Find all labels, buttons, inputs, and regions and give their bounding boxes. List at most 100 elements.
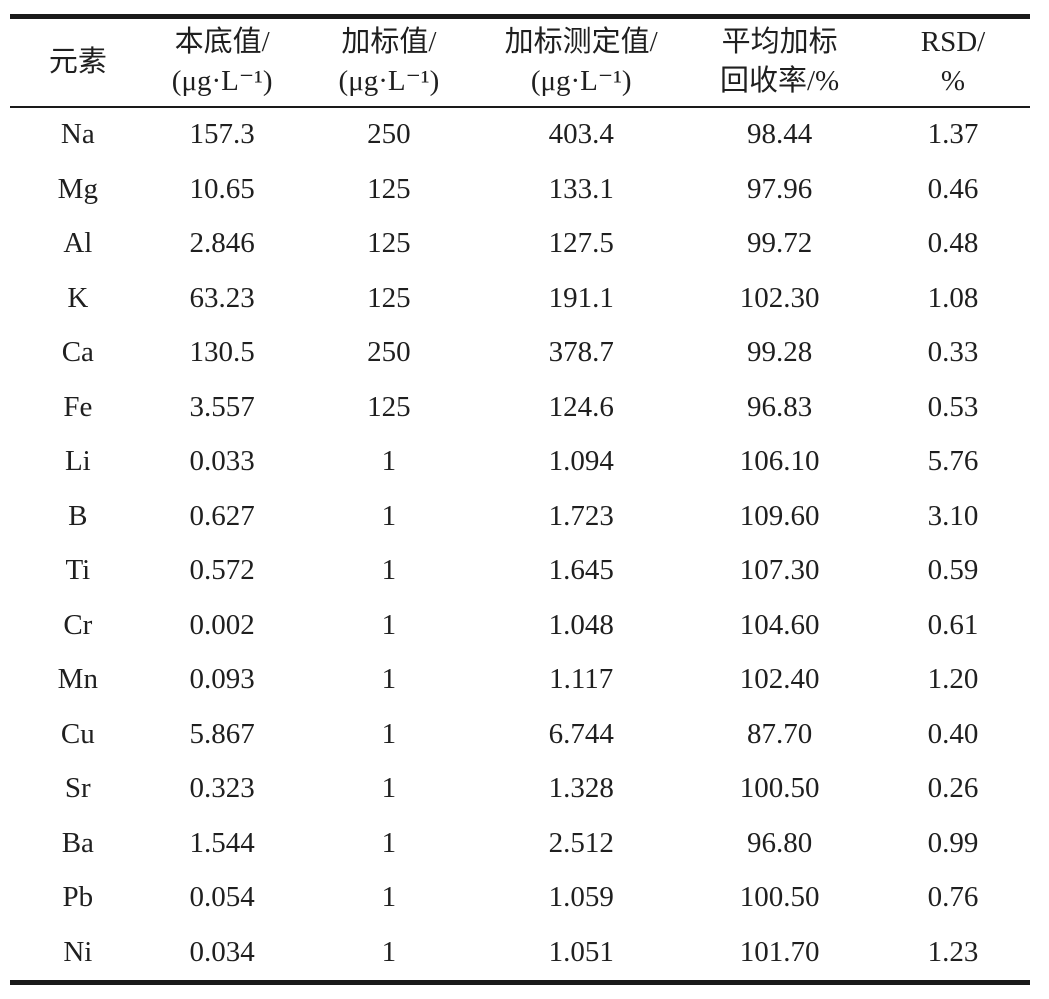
cell-element: Ni [63, 935, 93, 968]
cell-spiked-measured-value: 1.723 [548, 499, 614, 532]
cell-background-value: 0.054 [189, 881, 255, 914]
cell-spiked-value: 1 [381, 499, 397, 532]
table-row: Fe 3.557 125 124.6 96.83 0.53 [10, 380, 1030, 435]
col-header-line1: 加标测定值/ [504, 26, 658, 59]
cell-spiked-value: 1 [381, 881, 397, 914]
col-header-line1: 元素 [48, 45, 107, 78]
col-header-element: 元素 [10, 17, 146, 107]
cell-rsd: 0.61 [927, 608, 979, 641]
cell-rsd: 0.33 [927, 336, 979, 369]
cell-element: Fe [63, 390, 93, 423]
cell-spiked-measured-value: 1.051 [548, 935, 614, 968]
cell-spiked-measured-value: 1.059 [548, 881, 614, 914]
cell-avg-spike-recovery: 87.70 [746, 717, 813, 750]
table-row: Ca 130.5 250 378.7 99.28 0.33 [10, 326, 1030, 381]
cell-spiked-value: 1 [381, 445, 397, 478]
cell-avg-spike-recovery: 104.60 [739, 608, 820, 641]
cell-spiked-measured-value: 133.1 [548, 172, 614, 205]
col-header-line2: (μg·L⁻¹) [338, 65, 440, 98]
table-row: Cr 0.002 1 1.048 104.60 0.61 [10, 598, 1030, 653]
table-row: Cu 5.867 1 6.744 87.70 0.40 [10, 707, 1030, 762]
col-header-line2: (μg·L⁻¹) [530, 65, 632, 98]
cell-spiked-value: 125 [367, 172, 411, 205]
table-row: Mg 10.65 125 133.1 97.96 0.46 [10, 162, 1030, 217]
cell-background-value: 5.867 [189, 717, 255, 750]
cell-rsd: 5.76 [927, 445, 979, 478]
cell-element: K [67, 281, 89, 314]
cell-spiked-measured-value: 1.328 [548, 772, 614, 805]
cell-avg-spike-recovery: 100.50 [739, 881, 820, 914]
cell-spiked-measured-value: 1.094 [548, 445, 614, 478]
cell-rsd: 1.08 [927, 281, 979, 314]
cell-avg-spike-recovery: 102.40 [739, 663, 820, 696]
cell-spiked-value: 1 [381, 935, 397, 968]
cell-element: Cr [63, 608, 93, 641]
cell-background-value: 157.3 [189, 118, 255, 151]
cell-spiked-measured-value: 1.117 [549, 663, 614, 696]
cell-background-value: 2.846 [189, 227, 255, 260]
cell-background-value: 0.572 [189, 554, 255, 587]
header-row: 元素 本底值/ (μg·L⁻¹) 加标值/ (μg·L⁻¹) 加标测定值/ (μg·L⁻¹)… [10, 17, 1030, 107]
cell-spiked-measured-value: 2.512 [548, 826, 614, 859]
col-header-line1: RSD/ [920, 26, 986, 59]
cell-spiked-value: 250 [367, 118, 411, 151]
cell-spiked-value: 1 [381, 663, 397, 696]
cell-rsd: 0.46 [927, 172, 979, 205]
cell-rsd: 0.76 [927, 881, 979, 914]
table-row: Pb 0.054 1 1.059 100.50 0.76 [10, 871, 1030, 926]
cell-spiked-measured-value: 378.7 [548, 336, 614, 369]
cell-spiked-value: 125 [367, 281, 411, 314]
cell-background-value: 0.002 [189, 608, 255, 641]
table-header: 元素 本底值/ (μg·L⁻¹) 加标值/ (μg·L⁻¹) 加标测定值/ (μg·L⁻¹)… [10, 17, 1030, 107]
table-row: Al 2.846 125 127.5 99.72 0.48 [10, 217, 1030, 272]
table-body: Na 157.3 250 403.4 98.44 1.37 Mg 10.65 125 133.1 9… [10, 107, 1030, 983]
cell-rsd: 0.53 [927, 390, 979, 423]
cell-spiked-value: 1 [381, 826, 397, 859]
cell-background-value: 130.5 [189, 336, 255, 369]
cell-spiked-value: 1 [381, 608, 397, 641]
cell-rsd: 1.20 [927, 663, 979, 696]
col-header-line1: 本底值/ [174, 26, 270, 59]
cell-spiked-value: 250 [367, 336, 411, 369]
cell-rsd: 0.40 [927, 717, 979, 750]
cell-background-value: 1.544 [189, 826, 255, 859]
cell-spiked-value: 1 [381, 554, 397, 587]
col-header-avg-spike-recovery: 平均加标 回收率/% [683, 17, 876, 107]
cell-background-value: 10.65 [189, 172, 255, 205]
cell-avg-spike-recovery: 96.80 [746, 826, 813, 859]
cell-rsd: 1.23 [927, 935, 979, 968]
table-row: B 0.627 1 1.723 109.60 3.10 [10, 489, 1030, 544]
cell-avg-spike-recovery: 101.70 [739, 935, 820, 968]
cell-element: Mg [57, 172, 98, 205]
cell-spiked-measured-value: 1.048 [548, 608, 614, 641]
cell-element: Ti [65, 554, 91, 587]
cell-avg-spike-recovery: 99.28 [746, 336, 813, 369]
table-row: Ba 1.544 1 2.512 96.80 0.99 [10, 816, 1030, 871]
cell-element: Al [63, 227, 93, 260]
col-header-line2: % [940, 65, 966, 98]
spike-recovery-table: 元素 本底值/ (μg·L⁻¹) 加标值/ (μg·L⁻¹) 加标测定值/ (μg·L⁻¹)… [10, 14, 1030, 985]
cell-rsd: 0.59 [927, 554, 979, 587]
col-header-line2: 回收率/% [719, 65, 840, 98]
table-row: Na 157.3 250 403.4 98.44 1.37 [10, 107, 1030, 163]
cell-element: Ca [61, 336, 94, 369]
cell-element: Sr [64, 772, 91, 805]
col-header-background-value: 本底值/ (μg·L⁻¹) [146, 17, 299, 107]
cell-spiked-value: 1 [381, 772, 397, 805]
col-header-spiked-measured-value: 加标测定值/ (μg·L⁻¹) [479, 17, 683, 107]
cell-rsd: 0.26 [927, 772, 979, 805]
table-row: Ni 0.034 1 1.051 101.70 1.23 [10, 925, 1030, 982]
table-row: K 63.23 125 191.1 102.30 1.08 [10, 271, 1030, 326]
table-row: Sr 0.323 1 1.328 100.50 0.26 [10, 762, 1030, 817]
cell-avg-spike-recovery: 109.60 [739, 499, 820, 532]
cell-spiked-measured-value: 191.1 [548, 281, 614, 314]
cell-element: Li [64, 445, 91, 478]
col-header-line1: 加标值/ [341, 26, 437, 59]
cell-spiked-measured-value: 124.6 [548, 390, 614, 423]
cell-avg-spike-recovery: 100.50 [739, 772, 820, 805]
cell-element: Mn [57, 663, 98, 696]
cell-spiked-value: 125 [367, 390, 411, 423]
col-header-rsd: RSD/% [876, 17, 1030, 107]
table-row: Ti 0.572 1 1.645 107.30 0.59 [10, 544, 1030, 599]
